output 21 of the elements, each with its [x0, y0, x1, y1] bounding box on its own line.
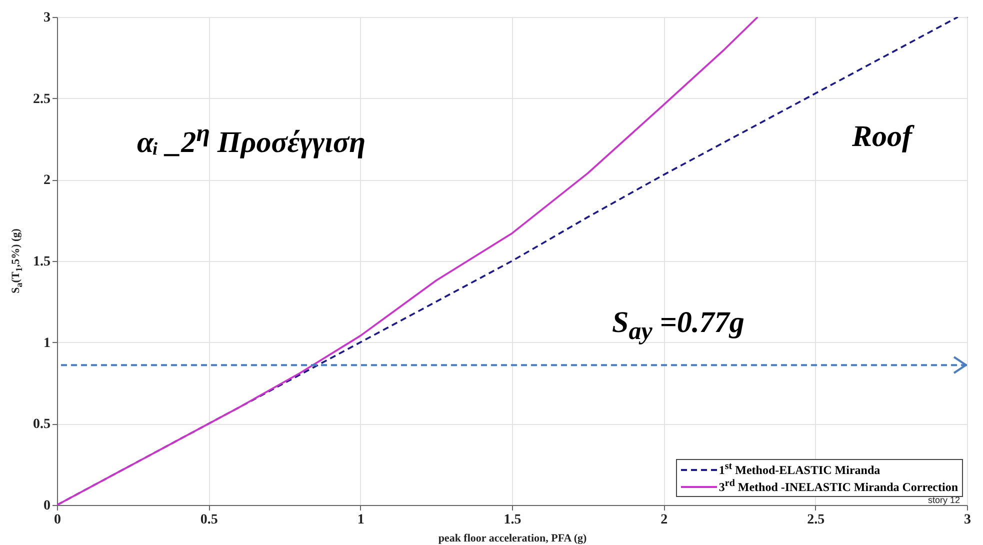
- x-tick-label: 2.5: [807, 512, 825, 528]
- y-tick-label: 2: [44, 173, 50, 188]
- x-tick-label: 3: [964, 512, 971, 528]
- x-tick-label: 1.5: [504, 512, 522, 528]
- y-tick-label: 0: [44, 498, 50, 514]
- x-tick-label: 2: [660, 512, 668, 528]
- annotation: story 12: [928, 495, 960, 505]
- legend-label: 3$^{rd}$ Method -INELASTIC Miranda Correction: [718, 478, 958, 495]
- x-tick-label: 0: [54, 512, 61, 528]
- y-tick-label: 1.5: [33, 254, 50, 270]
- y-tick-label: 1: [44, 336, 50, 351]
- x-tick-label: 1: [357, 512, 364, 528]
- x-axis-title: peak floor acceleration, PFA (g): [438, 532, 588, 544]
- x-tick-label: 0.5: [200, 512, 218, 528]
- annotation: Roof: [852, 120, 912, 154]
- y-tick-label: 2.5: [33, 92, 50, 107]
- annotation: αᵢ _2$^{η}$ Προσέγγιση: [137, 120, 366, 160]
- y-tick-label: 0.5: [33, 417, 50, 432]
- legend-label: 1$^{st}$ Method-ELASTIC Miranda: [718, 461, 880, 478]
- annotation: S$_{ay}$ =0.77g: [612, 306, 744, 346]
- y-tick-label: 3: [44, 10, 50, 26]
